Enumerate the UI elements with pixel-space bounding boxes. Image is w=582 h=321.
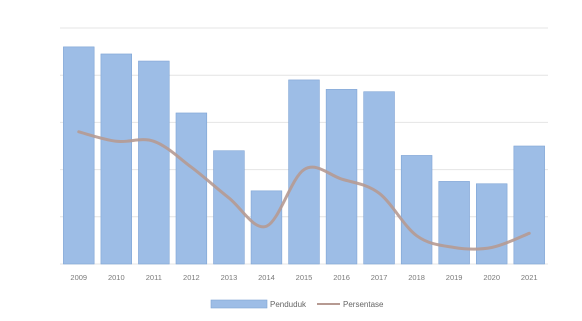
x-tick-label: 2018 [408, 273, 425, 282]
legend-label-bars: Penduduk [270, 300, 307, 309]
x-tick-label: 2021 [521, 273, 538, 282]
bar [138, 60, 170, 265]
bar [325, 89, 358, 265]
series-line [77, 130, 531, 251]
bar-series [63, 46, 545, 265]
x-tick-label: 2015 [296, 273, 313, 282]
bar [476, 183, 508, 265]
legend-label-line: Persentase [343, 300, 384, 309]
x-tick-label: 2012 [183, 273, 200, 282]
x-tick-label: 2013 [221, 273, 238, 282]
bar [513, 145, 545, 265]
x-tick-label: 2014 [258, 273, 275, 282]
legend-swatch-bars [210, 299, 268, 309]
x-tick-label: 2011 [146, 273, 162, 282]
line-series [77, 130, 531, 251]
x-axis: 2009 2010 2011 2012 2013 2014 2015 2016 2017 2018… [70, 273, 537, 282]
bar [63, 46, 95, 265]
x-tick-label: 2016 [333, 273, 350, 282]
bar [438, 181, 470, 265]
bar [400, 155, 433, 265]
x-tick-label: 2020 [483, 273, 500, 282]
bar [100, 53, 132, 265]
x-tick-label: 2019 [446, 273, 463, 282]
bar [175, 112, 208, 265]
legend: Penduduk Persentase [210, 299, 384, 309]
x-tick-label: 2010 [108, 273, 125, 282]
bar [363, 91, 395, 265]
bar [288, 79, 320, 265]
x-tick-label: 2009 [70, 273, 87, 282]
x-tick-label: 2017 [371, 273, 388, 282]
